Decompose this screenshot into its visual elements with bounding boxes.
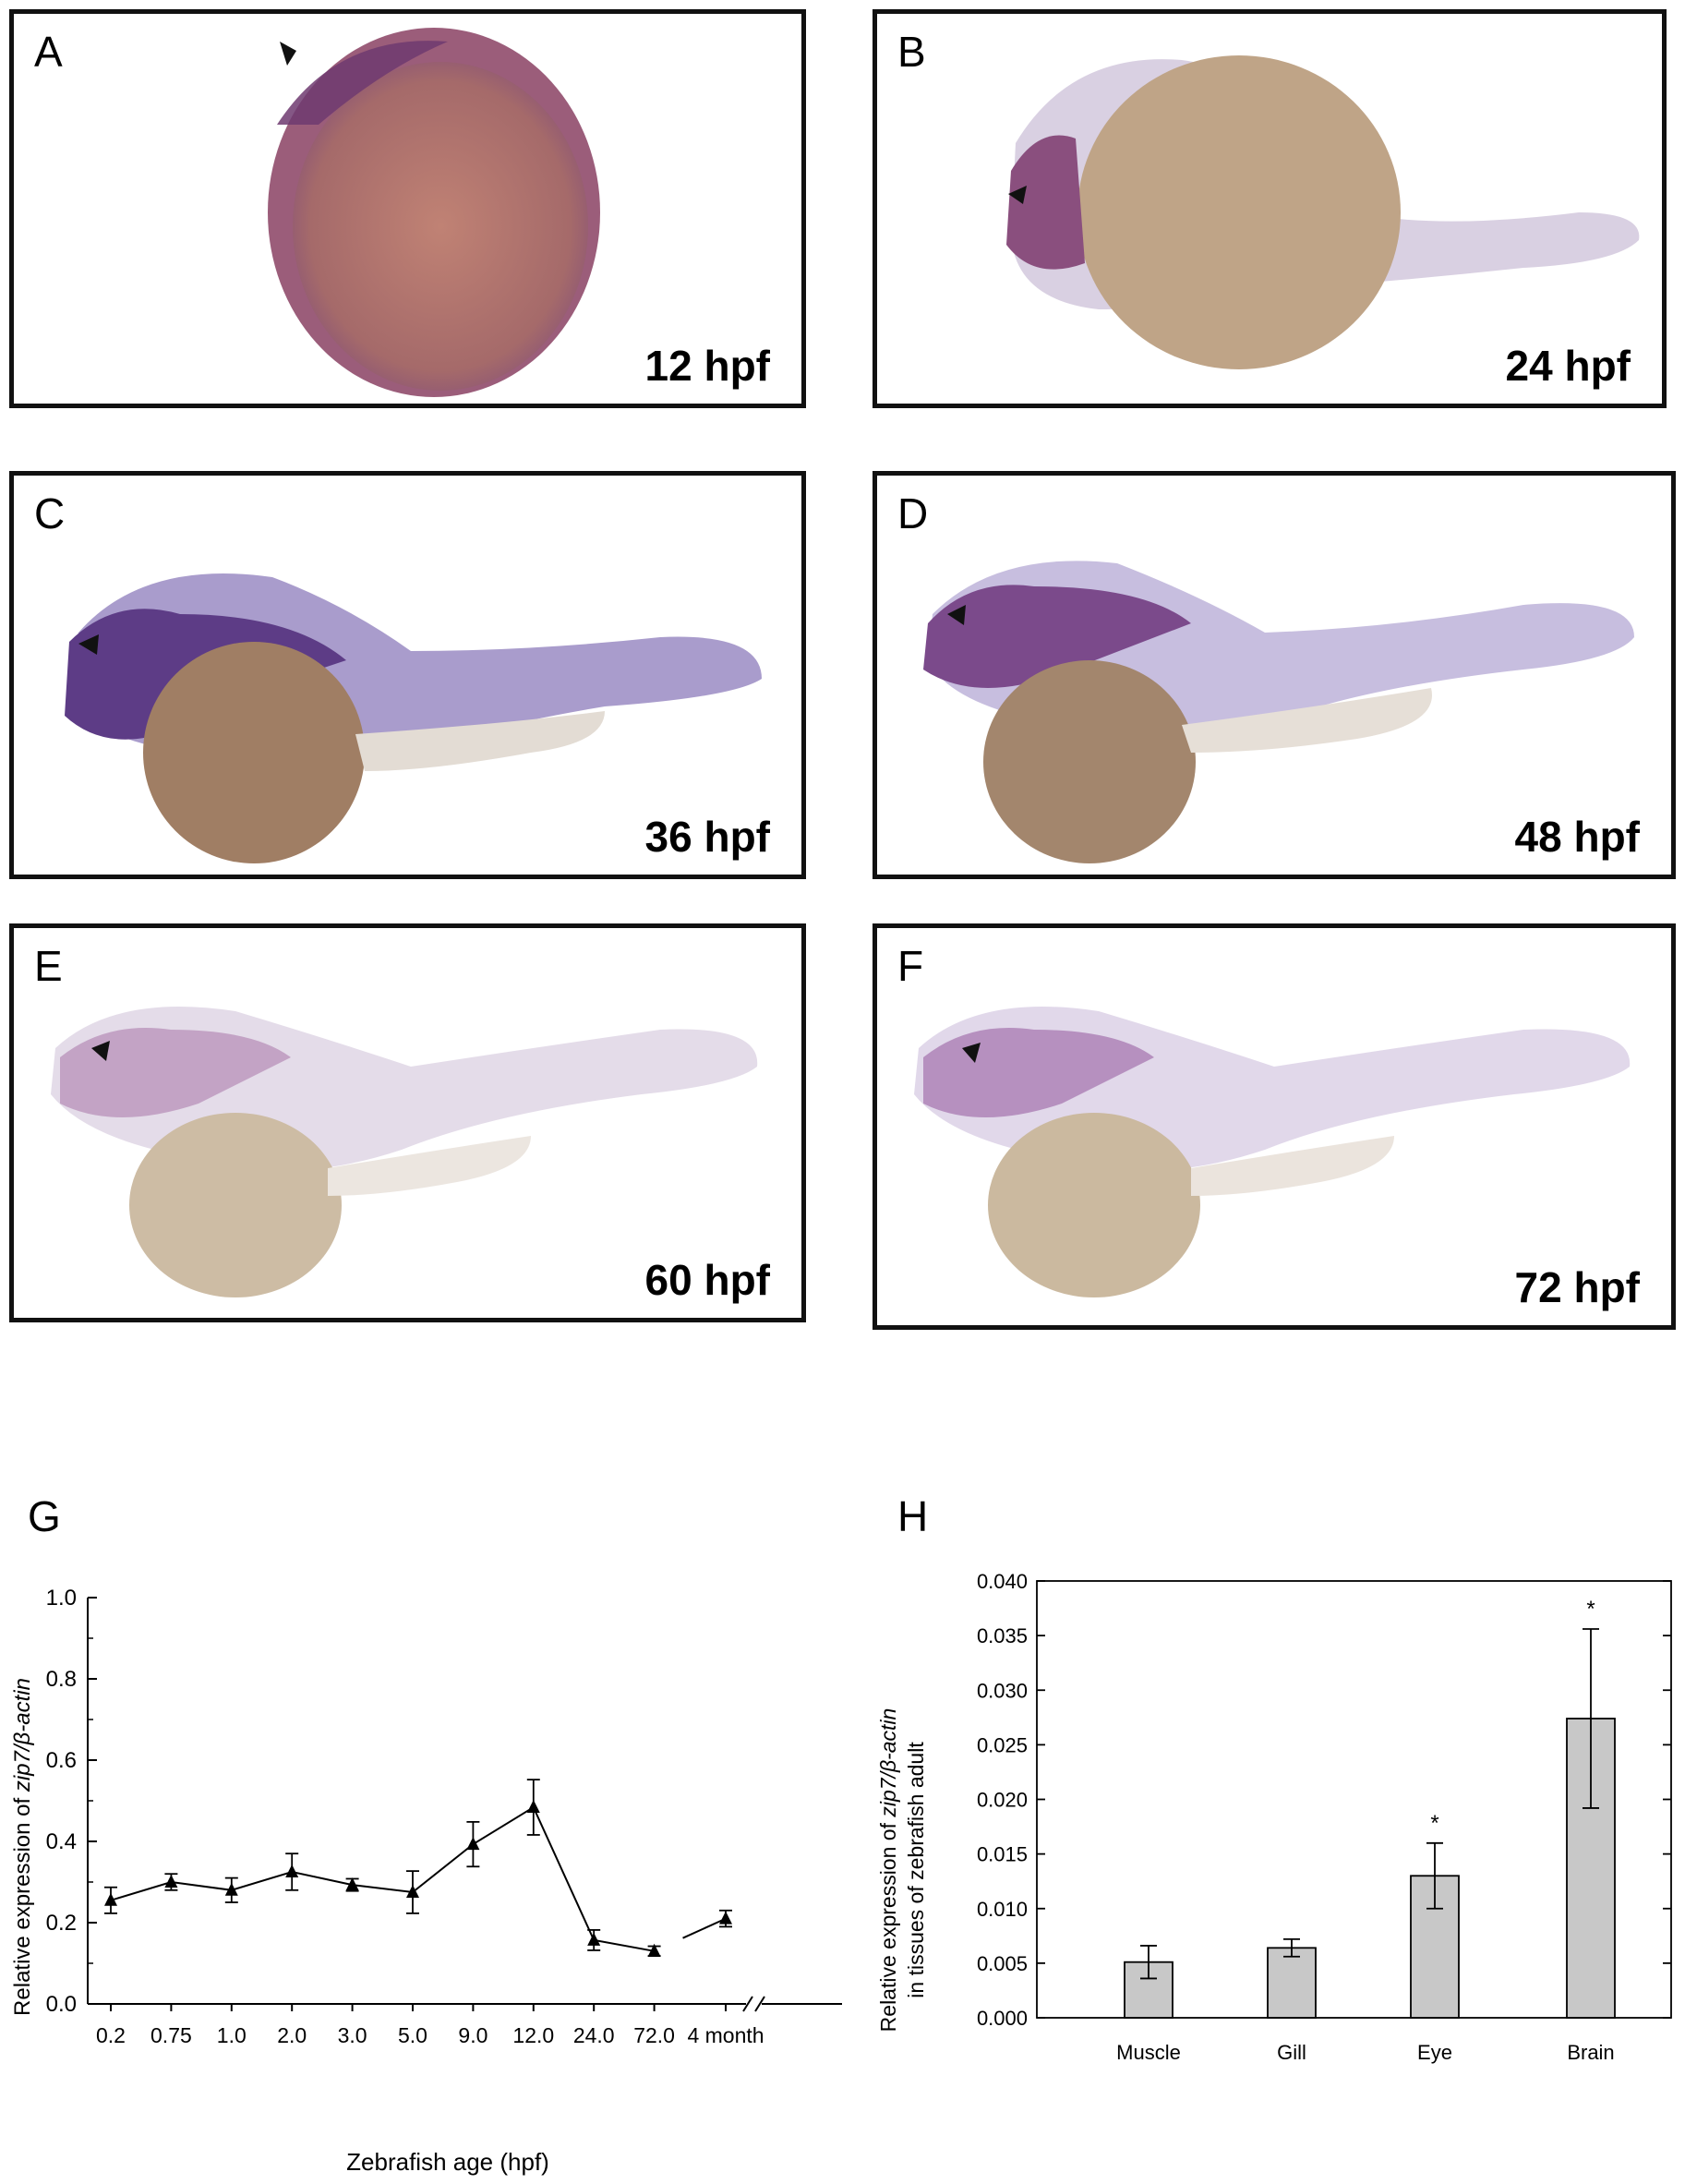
stage-label: 12 hpf bbox=[644, 342, 770, 390]
arrowhead-c bbox=[78, 634, 99, 655]
x-tick-label: 0.2 bbox=[96, 2023, 126, 2047]
y-tick-label: 0.010 bbox=[977, 1898, 1028, 1921]
x-tick-label: 0.75 bbox=[150, 2023, 192, 2047]
data-point bbox=[719, 1911, 732, 1925]
y-tick-label: 0.0 bbox=[46, 1992, 77, 2017]
embryo-image-b bbox=[1006, 55, 1640, 369]
y-tick-label: 0.015 bbox=[977, 1843, 1028, 1866]
panel-letter: E bbox=[34, 942, 63, 990]
x-tick-label: 12.0 bbox=[512, 2023, 554, 2047]
x-tick-label: 24.0 bbox=[573, 2023, 615, 2047]
bar bbox=[1267, 1947, 1317, 2019]
data-point bbox=[647, 1943, 661, 1957]
panel-letter: B bbox=[897, 28, 926, 76]
panel-letter: D bbox=[897, 489, 929, 537]
arrowhead-b bbox=[1008, 186, 1027, 204]
y-tick-label: 0.000 bbox=[977, 2007, 1028, 2030]
x-tick-label: Gill bbox=[1277, 2041, 1306, 2064]
embryo-image-d bbox=[923, 561, 1634, 863]
micrograph-panel-d: D 48 hpf bbox=[873, 471, 1676, 879]
x-tick-label: 1.0 bbox=[217, 2023, 247, 2047]
data-point bbox=[587, 1932, 601, 1946]
micrograph-panel-a: A 12 hpf bbox=[9, 9, 806, 408]
micrograph-panel-e: E 60 hpf bbox=[9, 923, 806, 1322]
x-tick-label: 3.0 bbox=[338, 2023, 367, 2047]
panel-letter-h: H bbox=[897, 1492, 929, 1540]
y-axis-title: Relative expression of zip7/β-actin bbox=[10, 1678, 35, 2016]
y-tick-label: 0.2 bbox=[46, 1911, 77, 1936]
x-axis-title: Zebrafish age (hpf) bbox=[346, 2148, 549, 2176]
data-point bbox=[526, 1800, 540, 1814]
embryo-image-a bbox=[268, 28, 600, 397]
panel-letter: A bbox=[34, 28, 63, 76]
y-tick-label: 0.005 bbox=[977, 1952, 1028, 1975]
y-tick-label: 0.020 bbox=[977, 1789, 1028, 1812]
x-tick-label: 72.0 bbox=[633, 2023, 675, 2047]
data-point bbox=[224, 1882, 238, 1896]
y-tick-label: 0.035 bbox=[977, 1624, 1028, 1647]
arrowhead-d bbox=[947, 605, 966, 625]
y-tick-label: 0.025 bbox=[977, 1733, 1028, 1756]
y-tick-label: 1.0 bbox=[46, 1586, 77, 1611]
data-point bbox=[466, 1837, 480, 1851]
stage-label: 24 hpf bbox=[1505, 342, 1631, 390]
x-tick-label: 5.0 bbox=[398, 2023, 427, 2047]
x-tick-label: Eye bbox=[1417, 2041, 1452, 2064]
x-tick-label: 4 month bbox=[687, 2023, 764, 2047]
y-axis-title-line2: in tissues of zebrafish adult bbox=[904, 1742, 928, 1998]
arrowhead-a bbox=[280, 42, 296, 66]
stage-label: 48 hpf bbox=[1514, 813, 1640, 861]
y-tick-label: 0.040 bbox=[977, 1570, 1028, 1593]
embryo-image-f bbox=[914, 1007, 1631, 1297]
series-line bbox=[110, 1805, 655, 1952]
x-tick-label: 9.0 bbox=[458, 2023, 487, 2047]
stage-label: 60 hpf bbox=[644, 1256, 770, 1304]
data-point bbox=[285, 1864, 299, 1877]
significance-star: * bbox=[1586, 1597, 1595, 1622]
micrograph-panel-f: F 72 hpf bbox=[873, 923, 1676, 1330]
panel-letter: C bbox=[34, 489, 66, 537]
data-point bbox=[104, 1892, 117, 1906]
y-axis-title: Relative expression of zip7/β-actin bbox=[876, 1708, 900, 2033]
embryo-image-e bbox=[51, 1007, 758, 1297]
data-point bbox=[345, 1877, 359, 1891]
y-tick-label: 0.8 bbox=[46, 1667, 77, 1692]
panel-letter: F bbox=[897, 942, 924, 990]
embryo-image-c bbox=[65, 573, 762, 863]
significance-star: * bbox=[1430, 1811, 1438, 1836]
panel-letter-g: G bbox=[28, 1492, 61, 1540]
y-tick-label: 0.4 bbox=[46, 1829, 77, 1854]
y-tick-label: 0.030 bbox=[977, 1679, 1028, 1702]
x-tick-label: Brain bbox=[1567, 2041, 1614, 2064]
axis-break-mark bbox=[754, 1996, 765, 2012]
x-tick-label: Muscle bbox=[1116, 2041, 1181, 2064]
micrograph-panel-b: B 24 hpf bbox=[873, 9, 1667, 408]
y-tick-label: 0.6 bbox=[46, 1748, 77, 1773]
micrograph-panel-c: C 36 hpf bbox=[9, 471, 806, 879]
developmental-expression-chart: 0.0 0.2 0.4 0.6 0.8 1.0 0.2 0.75 1.0 2.0 3.0 5.0 9.0… bbox=[10, 1586, 842, 2176]
stage-label: 72 hpf bbox=[1514, 1263, 1640, 1311]
tissue-expression-chart: 0.000 0.005 0.010 0.015 0.020 0.025 0.030 0.035… bbox=[876, 1570, 1672, 2064]
series-line-segment bbox=[682, 1917, 727, 1939]
arrowhead-f bbox=[962, 1043, 981, 1063]
axis-break-mark bbox=[742, 1996, 753, 2012]
bar bbox=[1566, 1718, 1616, 2019]
x-tick-label: 2.0 bbox=[277, 2023, 307, 2047]
data-point bbox=[406, 1885, 419, 1898]
data-point bbox=[164, 1875, 178, 1888]
stage-label: 36 hpf bbox=[644, 813, 770, 861]
arrowhead-e bbox=[91, 1041, 110, 1061]
